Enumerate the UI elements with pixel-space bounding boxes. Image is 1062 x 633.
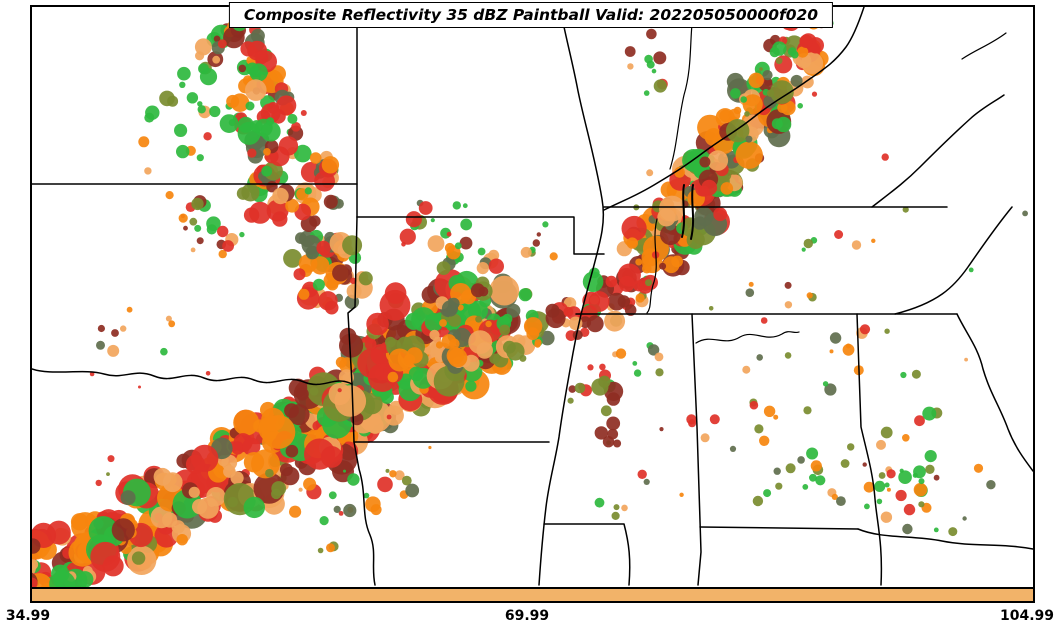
map-svg — [32, 7, 1033, 587]
x-tick-left: 34.99 — [5, 608, 51, 624]
plot-title: Composite Reflectivity 35 dBZ Paintball … — [228, 2, 834, 28]
map-plot — [30, 5, 1035, 603]
x-tick-right: 104.99 — [999, 608, 1055, 624]
colorbar — [32, 587, 1033, 601]
x-tick-center: 69.99 — [504, 608, 550, 624]
